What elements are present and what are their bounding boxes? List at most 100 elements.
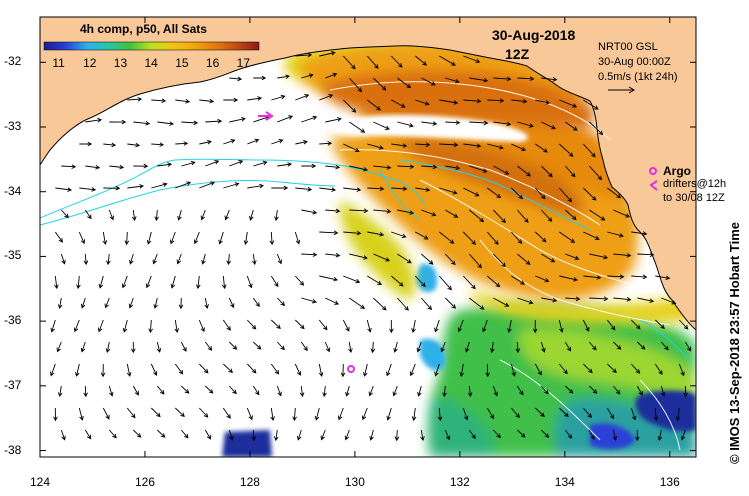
current-arrow <box>631 274 648 280</box>
current-arrow <box>180 341 187 352</box>
current-arrow <box>271 94 286 101</box>
current-arrow <box>108 429 117 439</box>
current-arrow <box>517 297 534 305</box>
current-arrow <box>277 74 291 80</box>
current-arrow <box>204 297 209 310</box>
argo-legend-marker <box>649 167 657 175</box>
current-arrow <box>301 73 314 79</box>
current-arrow <box>349 165 369 172</box>
current-arrow <box>636 385 643 396</box>
current-arrow <box>397 77 412 89</box>
current-arrow <box>80 297 86 309</box>
current-arrow <box>486 231 499 245</box>
current-arrow <box>363 363 368 377</box>
current-arrow <box>342 319 350 332</box>
current-arrow <box>540 341 546 353</box>
current-arrow <box>559 275 579 282</box>
current-arrow <box>463 55 481 64</box>
current-arrow <box>613 297 632 302</box>
current-arrow <box>612 429 618 441</box>
current-arrow <box>445 77 460 84</box>
current-arrow <box>349 208 369 214</box>
current-arrow <box>154 209 159 222</box>
current-arrow <box>319 50 336 57</box>
current-arrow <box>229 160 244 167</box>
current-arrow <box>109 119 127 125</box>
current-arrow <box>468 429 476 440</box>
current-arrow <box>271 185 289 191</box>
current-arrow <box>397 121 414 128</box>
current-arrow <box>588 341 597 351</box>
current-arrow <box>534 231 547 243</box>
current-arrow <box>582 363 593 374</box>
current-arrow <box>482 319 488 333</box>
current-arrow <box>277 115 294 123</box>
current-arrow <box>367 99 381 111</box>
white-contours <box>329 81 681 451</box>
current-arrow <box>343 230 362 236</box>
current-arrow <box>386 407 392 421</box>
current-arrow <box>98 275 104 289</box>
current-arrow <box>156 385 165 395</box>
current-arrow <box>295 94 310 101</box>
current-arrow <box>465 341 470 353</box>
current-arrow <box>181 120 199 126</box>
current-arrow <box>181 160 196 167</box>
current-arrow <box>444 297 457 309</box>
current-vectors <box>50 50 692 442</box>
current-arrow <box>301 297 317 304</box>
current-arrow <box>177 209 182 221</box>
x-tick-label: 136 <box>659 475 680 489</box>
current-arrow <box>157 162 173 167</box>
y-tick-label: -36 <box>4 313 22 328</box>
current-arrow <box>349 253 368 260</box>
current-arrow <box>684 341 692 352</box>
current-arrow <box>535 275 550 283</box>
current-arrow <box>607 274 625 280</box>
current-arrow <box>635 430 640 442</box>
current-arrow <box>493 76 512 82</box>
current-arrow <box>322 385 327 398</box>
y-tick-label: -38 <box>4 442 22 457</box>
current-arrow <box>516 209 529 223</box>
current-arrow <box>218 231 224 245</box>
current-arrow <box>75 363 80 377</box>
current-arrow <box>180 385 190 394</box>
y-tick-label: -34 <box>4 183 22 198</box>
current-arrow <box>583 231 600 240</box>
current-arrow <box>253 160 268 167</box>
current-arrow <box>366 319 372 333</box>
colorbar-tick-label: 17 <box>236 56 250 70</box>
current-arrow <box>301 252 318 257</box>
current-arrow <box>588 121 604 136</box>
current-arrow <box>152 253 158 265</box>
current-arrow <box>199 98 215 104</box>
current-arrow <box>228 341 238 350</box>
current-arrow <box>367 186 385 192</box>
current-arrow <box>660 385 666 397</box>
current-arrow <box>54 275 59 290</box>
current-arrow <box>80 341 86 353</box>
current-arrow <box>204 341 213 351</box>
current-arrow <box>654 319 665 330</box>
current-arrow <box>492 429 501 439</box>
current-arrow <box>469 297 485 310</box>
current-arrow <box>127 96 143 102</box>
current-arrow <box>131 209 137 222</box>
current-arrow <box>228 385 237 395</box>
current-arrow <box>631 231 648 236</box>
current-arrow <box>150 407 161 418</box>
current-arrow <box>416 341 422 353</box>
current-arrow <box>222 319 231 331</box>
current-arrow <box>169 231 176 245</box>
current-arrow <box>50 319 56 333</box>
current-arrow <box>156 341 162 353</box>
current-arrow <box>276 385 282 397</box>
current-arrow <box>516 385 524 396</box>
current-arrow <box>105 341 111 354</box>
current-arrow <box>195 275 201 290</box>
current-arrow <box>78 231 85 245</box>
current-arrow <box>174 319 180 334</box>
x-tick-label: 130 <box>344 475 365 489</box>
argo-float-marker <box>347 365 355 373</box>
